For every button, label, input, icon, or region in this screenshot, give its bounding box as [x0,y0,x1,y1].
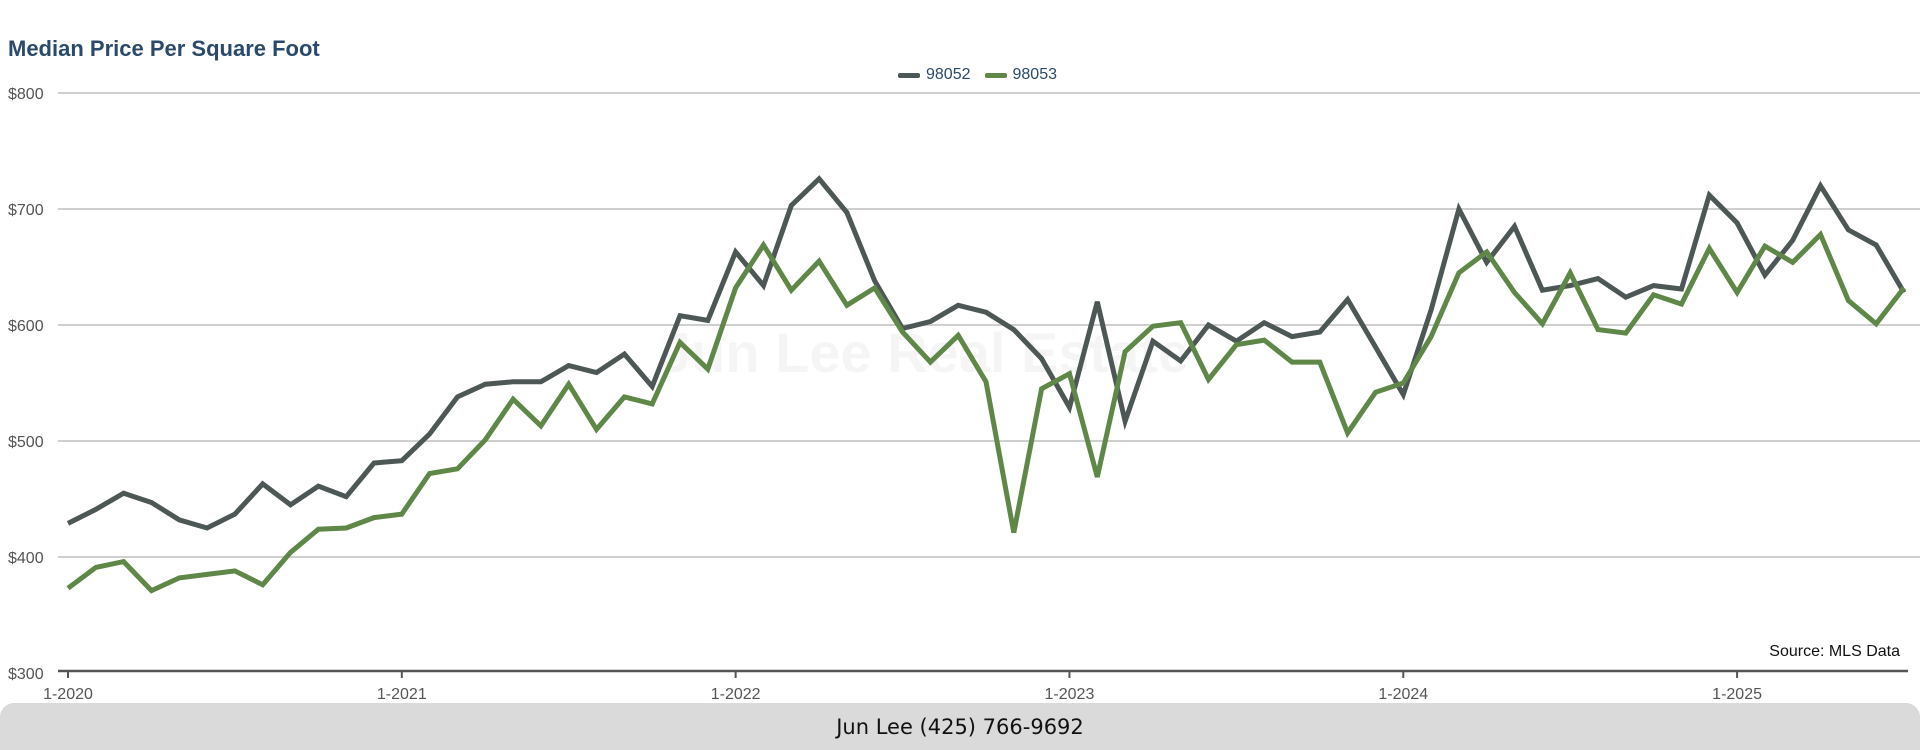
x-tick-label: 1-2020 [43,686,93,703]
x-tick-label: 1-2021 [377,686,427,703]
x-tick-label: 1-2023 [1045,686,1095,703]
x-tick-label: 1-2025 [1712,686,1762,703]
y-tick-label: $700 [8,202,44,219]
series-line-98052 [66,175,1907,531]
y-tick-label: $600 [8,318,44,335]
footer-bar: Jun Lee (425) 766-9692 [0,703,1920,750]
chart-legend: 98052 98053 [898,66,1057,84]
legend-item-98053[interactable]: 98053 [984,66,1058,84]
x-tick-label: 1-2022 [711,686,761,703]
footer-contact: Jun Lee (425) 766-9692 [836,714,1084,739]
legend-swatch-98053 [984,72,1007,78]
y-tick-label: $800 [8,86,44,103]
legend-item-98052[interactable]: 98052 [898,66,971,84]
legend-swatch-98052 [898,72,920,78]
y-tick-label: $300 [8,666,44,683]
source-note: Source: MLS Data [1769,643,1900,660]
y-tick-label: $400 [8,550,44,567]
y-tick-label: $500 [8,434,44,451]
legend-label-98053: 98053 [1012,66,1058,83]
line-chart: $800 $700 $600 $500 $400 $300 1-2020 1-2021 1-20… [8,86,1920,703]
legend-label-98052: 98052 [926,66,971,83]
chart-title: Median Price Per Square Foot [8,36,320,61]
x-tick-label: 1-2024 [1378,686,1428,703]
series-line-98053 [66,230,1906,594]
